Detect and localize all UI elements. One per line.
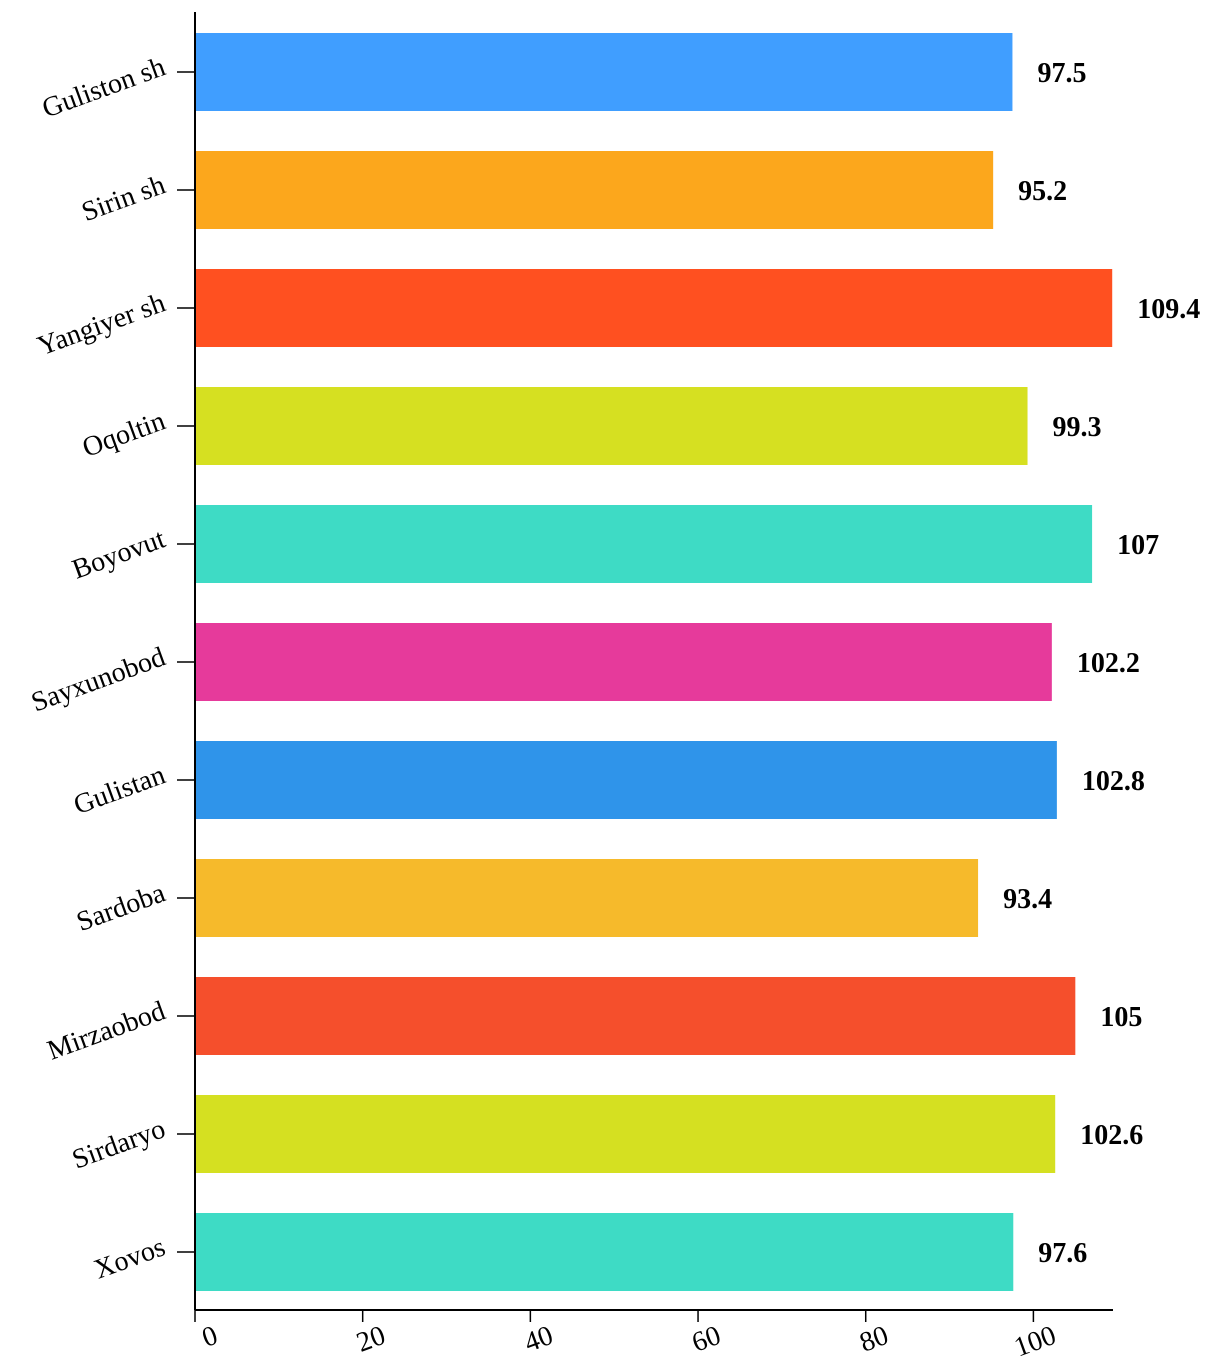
bars [195,33,1113,1291]
category-label: Sirin sh [78,169,170,228]
value-label: 102.6 [1080,1120,1143,1151]
value-label: 93.4 [1003,884,1052,915]
bar-sirdaryo [195,1095,1056,1173]
value-label: 102.2 [1077,648,1140,679]
bar-mirzaobod [195,977,1076,1055]
bar-boyovut [195,505,1093,583]
bar-guliston-sh [195,33,1013,111]
category-label: Boyovut [68,523,169,585]
category-label: Mirzaobod [43,995,169,1066]
value-label: 95.2 [1018,176,1067,207]
bar-xovos [195,1213,1014,1291]
value-labels: 97.5 95.2 109.4 99.3 107 102.2 102.8 93.4 105 102… [1003,58,1200,1269]
value-label: 99.3 [1053,412,1102,443]
category-label: Sardoba [73,877,170,938]
x-tick-label: 0 [198,1320,222,1354]
x-tick-label: 40 [520,1320,557,1359]
category-label: Guliston sh [38,51,169,124]
x-tick-label: 20 [353,1320,390,1359]
category-label: Sayxunobod [27,641,169,718]
bar-sardoba [195,859,979,937]
category-label: Oqoltin [78,405,169,463]
value-label: 109.4 [1137,294,1200,325]
bar-gulistan [195,741,1057,819]
x-tick-label: 60 [688,1320,725,1359]
category-label: Xovos [90,1231,169,1285]
value-label: 102.8 [1082,766,1145,797]
value-label: 97.5 [1037,58,1086,89]
value-label: 97.6 [1038,1238,1087,1269]
x-tick-label: 80 [856,1320,893,1359]
bar-sayxunobod [195,623,1052,701]
value-label: 105 [1100,1002,1142,1033]
category-label: Sirdaryo [68,1113,169,1175]
bar-oqoltin [195,387,1028,465]
bar-yangiyer-sh [195,269,1113,347]
value-label: 107 [1117,530,1159,561]
x-axis: 0 20 40 60 80 100 [194,1309,1113,1362]
y-axis: Guliston sh Sirin sh Yangiyer sh Oqoltin Boy… [27,12,196,1310]
bar-sirin-sh [195,151,994,229]
x-tick-label: 100 [1010,1320,1060,1362]
category-label: Yangiyer sh [34,287,170,362]
category-label: Gulistan [70,759,170,821]
